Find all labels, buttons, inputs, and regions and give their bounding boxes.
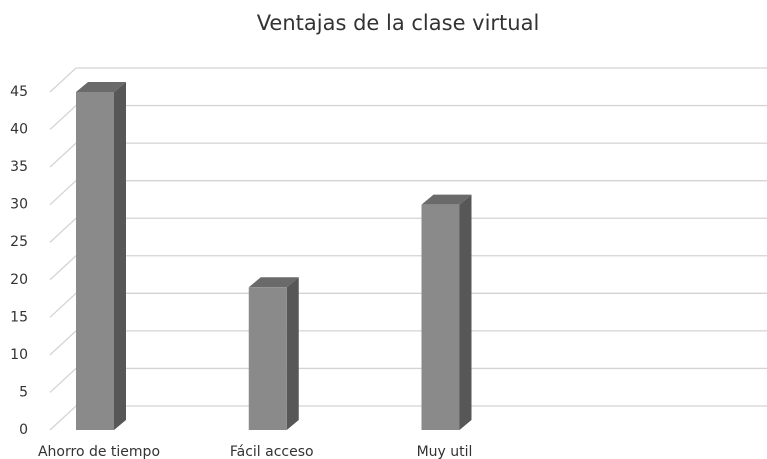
x-tick-label: Ahorro de tiempo — [38, 444, 160, 459]
y-tick-label: 20 — [10, 272, 28, 288]
bar-top — [421, 194, 472, 205]
grid-line — [49, 367, 767, 393]
grid-line — [49, 330, 767, 356]
x-tick-label: Muy util — [417, 444, 473, 459]
y-tick-label: 40 — [10, 122, 28, 138]
bar-side — [459, 194, 472, 430]
grid-line — [49, 217, 767, 243]
y-tick-label: 15 — [10, 309, 28, 325]
grid-line — [49, 142, 767, 168]
y-tick-label: 45 — [10, 84, 28, 100]
y-tick-label: 10 — [10, 347, 28, 363]
bar-side — [286, 277, 299, 430]
bar — [76, 92, 114, 430]
bar — [421, 204, 460, 430]
chart-title: Ventajas de la clase virtual — [257, 11, 540, 35]
y-tick-label: 0 — [19, 422, 28, 438]
y-tick-label: 35 — [10, 159, 28, 175]
grid-line — [49, 255, 767, 281]
grid-line — [49, 292, 767, 318]
bar-top — [76, 82, 126, 92]
x-tick-label: Fácil acceso — [230, 444, 314, 459]
grid-line — [49, 180, 767, 206]
grid-line — [49, 104, 767, 131]
bar — [248, 287, 287, 430]
grid-line — [49, 405, 767, 431]
bar-top — [248, 277, 299, 288]
grid-line — [49, 67, 767, 93]
y-tick-label: 25 — [10, 234, 28, 250]
y-tick-label: 5 — [19, 384, 28, 400]
bar-side — [114, 82, 126, 430]
y-tick-label: 30 — [10, 197, 28, 213]
